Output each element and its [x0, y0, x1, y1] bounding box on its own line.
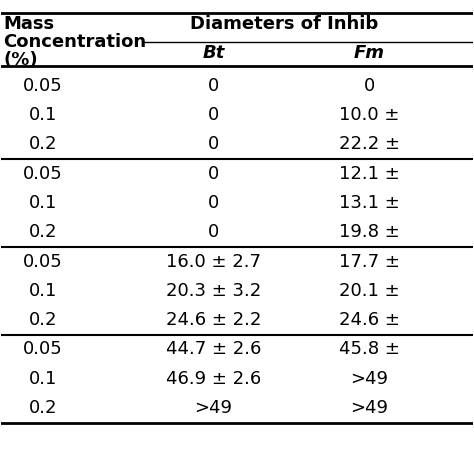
Text: 13.1 ±: 13.1 ± [339, 194, 400, 212]
Text: 0.2: 0.2 [29, 311, 57, 329]
Text: 0.1: 0.1 [29, 106, 57, 124]
Text: 20.1 ±: 20.1 ± [339, 282, 400, 300]
Text: 44.7 ± 2.6: 44.7 ± 2.6 [166, 340, 261, 358]
Text: 0: 0 [208, 223, 219, 241]
Text: 24.6 ± 2.2: 24.6 ± 2.2 [166, 311, 261, 329]
Text: 0.05: 0.05 [23, 77, 63, 95]
Text: 0.05: 0.05 [23, 340, 63, 358]
Text: 19.8 ±: 19.8 ± [339, 223, 400, 241]
Text: 20.3 ± 3.2: 20.3 ± 3.2 [166, 282, 261, 300]
Text: 22.2 ±: 22.2 ± [339, 136, 400, 154]
Text: 0.05: 0.05 [23, 164, 63, 182]
Text: 17.7 ±: 17.7 ± [339, 253, 400, 271]
Text: 16.0 ± 2.7: 16.0 ± 2.7 [166, 253, 261, 271]
Text: (%): (%) [3, 51, 37, 69]
Text: 46.9 ± 2.6: 46.9 ± 2.6 [166, 370, 261, 388]
Text: 0.1: 0.1 [29, 370, 57, 388]
Text: 0.2: 0.2 [29, 223, 57, 241]
Text: 0: 0 [208, 194, 219, 212]
Text: 0: 0 [208, 77, 219, 95]
Text: >49: >49 [350, 370, 388, 388]
Text: 0.2: 0.2 [29, 399, 57, 417]
Text: 12.1 ±: 12.1 ± [339, 164, 400, 182]
Text: 0: 0 [208, 106, 219, 124]
Text: 0: 0 [208, 136, 219, 154]
Text: 0.05: 0.05 [23, 253, 63, 271]
Text: 0.2: 0.2 [29, 136, 57, 154]
Text: Fm: Fm [354, 44, 385, 62]
Text: 24.6 ±: 24.6 ± [339, 311, 400, 329]
Text: 45.8 ±: 45.8 ± [339, 340, 400, 358]
Text: >49: >49 [194, 399, 232, 417]
Text: Bt: Bt [202, 44, 225, 62]
Text: Mass: Mass [3, 15, 54, 33]
Text: Concentration: Concentration [3, 33, 146, 51]
Text: 0.1: 0.1 [29, 282, 57, 300]
Text: >49: >49 [350, 399, 388, 417]
Text: 0: 0 [364, 77, 375, 95]
Text: 10.0 ±: 10.0 ± [339, 106, 400, 124]
Text: Diameters of Inhib: Diameters of Inhib [190, 15, 378, 33]
Text: 0.1: 0.1 [29, 194, 57, 212]
Text: 0: 0 [208, 164, 219, 182]
